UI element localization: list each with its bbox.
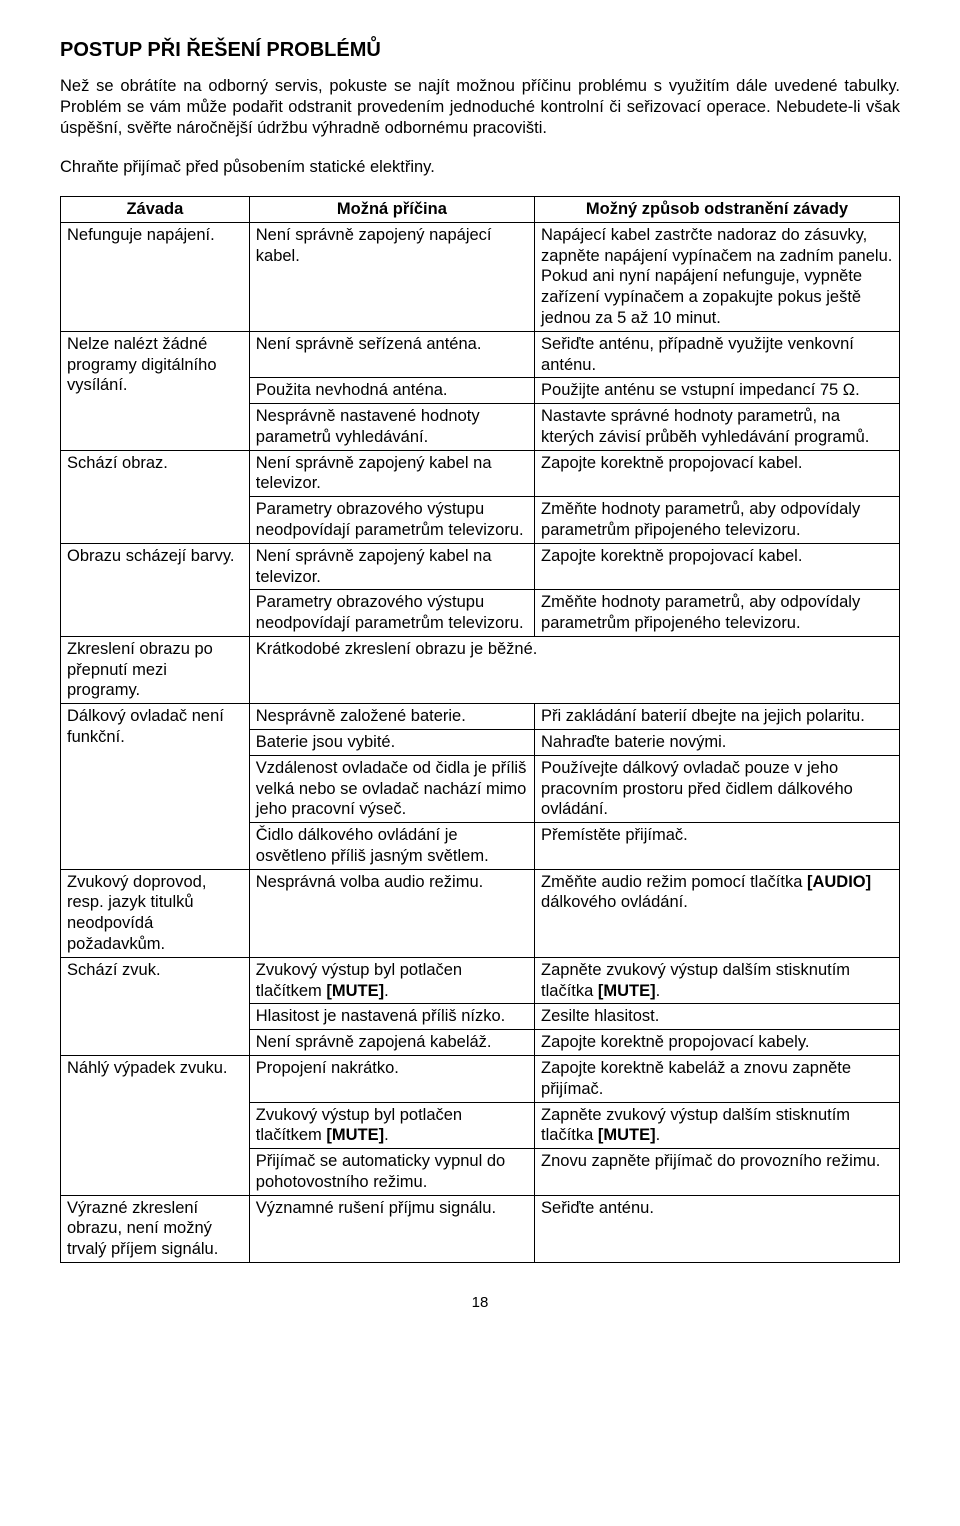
fix-cell: Zapněte zvukový výstup dalším stisknutím… [535,1102,900,1149]
fix-cell: Znovu zapněte přijímač do provozního rež… [535,1149,900,1196]
cause-cell: Není správně seřízená anténa. [249,331,534,378]
fix-cell: Používejte dálkový ovladač pouze v jeho … [535,755,900,822]
fault-cell: Náhlý výpadek zvuku. [61,1055,250,1195]
table-header-row: Závada Možná příčina Možný způsob odstra… [61,197,900,223]
cause-cell: Není správně zapojený napájecí kabel. [249,222,534,331]
fault-cell: Výrazné zkreslení obrazu, není možný trv… [61,1195,250,1262]
fix-cell: Změňte hodnoty parametrů, aby odpovídaly… [535,590,900,637]
fix-cell: Seřiďte anténu. [535,1195,900,1262]
fault-cell: Obrazu scházejí barvy. [61,543,250,636]
table-row: Schází zvuk. Zvukový výstup byl potlačen… [61,957,900,1004]
cause-cell: Není správně zapojený kabel na televizor… [249,543,534,590]
fix-cell: Zesilte hlasitost. [535,1004,900,1030]
table-row: Dálkový ovladač není funkční. Nesprávně … [61,704,900,730]
cause-cell: Zvukový výstup byl potlačen tlačítkem [M… [249,957,534,1004]
cause-cell: Použita nevhodná anténa. [249,378,534,404]
cause-cell: Není správně zapojená kabeláž. [249,1030,534,1056]
table-row: Schází obraz. Není správně zapojený kabe… [61,450,900,497]
intro-text: Než se obrátíte na odborný servis, pokus… [60,76,900,139]
col-header-fix: Možný způsob odstranění závady [535,197,900,223]
fault-cell: Nefunguje napájení. [61,222,250,331]
table-row: Zvukový doprovod, resp. jazyk titulků ne… [61,869,900,957]
cause-cell: Přijímač se automaticky vypnul do pohoto… [249,1149,534,1196]
fix-cell: Nahraďte baterie novými. [535,730,900,756]
cause-cell: Nesprávně nastavené hodnoty parametrů vy… [249,404,534,451]
fault-cell: Zkreslení obrazu po přepnutí mezi progra… [61,636,250,703]
cause-cell: Nesprávná volba audio režimu. [249,869,534,957]
fix-cell: Zapojte korektně propojovací kabel. [535,450,900,497]
fault-cell: Schází obraz. [61,450,250,543]
fault-cell: Nelze nalézt žádné programy digitálního … [61,331,250,450]
fault-cell: Schází zvuk. [61,957,250,1055]
cause-cell: Vzdálenost ovladače od čidla je příliš v… [249,755,534,822]
fix-cell: Použijte anténu se vstupní impedancí 75 … [535,378,900,404]
cause-cell: Parametry obrazového výstupu neodpovídaj… [249,590,534,637]
fix-cell: Zapojte korektně kabeláž a znovu zapněte… [535,1055,900,1102]
cause-cell: Baterie jsou vybité. [249,730,534,756]
cause-cell: Zvukový výstup byl potlačen tlačítkem [M… [249,1102,534,1149]
cause-cell: Není správně zapojený kabel na televizor… [249,450,534,497]
fix-cell: Napájecí kabel zastrčte nadoraz do zásuv… [535,222,900,331]
table-row: Nelze nalézt žádné programy digitálního … [61,331,900,378]
table-row: Obrazu scházejí barvy. Není správně zapo… [61,543,900,590]
fix-cell: Zapojte korektně propojovací kabel. [535,543,900,590]
table-row: Výrazné zkreslení obrazu, není možný trv… [61,1195,900,1262]
cause-cell: Parametry obrazového výstupu neodpovídaj… [249,497,534,544]
table-row: Zkreslení obrazu po přepnutí mezi progra… [61,636,900,703]
page-title: POSTUP PŘI ŘEŠENÍ PROBLÉMŮ [60,38,900,64]
table-row: Náhlý výpadek zvuku. Propojení nakrátko.… [61,1055,900,1102]
fix-cell: Změňte audio režim pomocí tlačítka [AUDI… [535,869,900,957]
static-note: Chraňte přijímač před působením statické… [60,157,900,178]
cause-cell: Krátkodobé zkreslení obrazu je běžné. [249,636,899,703]
col-header-cause: Možná příčina [249,197,534,223]
cause-cell: Nesprávně založené baterie. [249,704,534,730]
cause-cell: Propojení nakrátko. [249,1055,534,1102]
troubleshoot-table: Závada Možná příčina Možný způsob odstra… [60,196,900,1263]
fix-cell: Při zakládání baterií dbejte na jejich p… [535,704,900,730]
fix-cell: Změňte hodnoty parametrů, aby odpovídaly… [535,497,900,544]
cause-cell: Hlasitost je nastavená příliš nízko. [249,1004,534,1030]
fix-cell: Seřiďte anténu, případně využijte venkov… [535,331,900,378]
col-header-fault: Závada [61,197,250,223]
fault-cell: Zvukový doprovod, resp. jazyk titulků ne… [61,869,250,957]
page-number: 18 [60,1293,900,1312]
fix-cell: Nastavte správné hodnoty parametrů, na k… [535,404,900,451]
cause-cell: Významné rušení příjmu signálu. [249,1195,534,1262]
fault-cell: Dálkový ovladač není funkční. [61,704,250,869]
fix-cell: Přemístěte přijímač. [535,823,900,870]
fix-cell: Zapněte zvukový výstup dalším stisknutím… [535,957,900,1004]
fix-cell: Zapojte korektně propojovací kabely. [535,1030,900,1056]
cause-cell: Čidlo dálkového ovládání je osvětleno př… [249,823,534,870]
table-row: Nefunguje napájení. Není správně zapojen… [61,222,900,331]
